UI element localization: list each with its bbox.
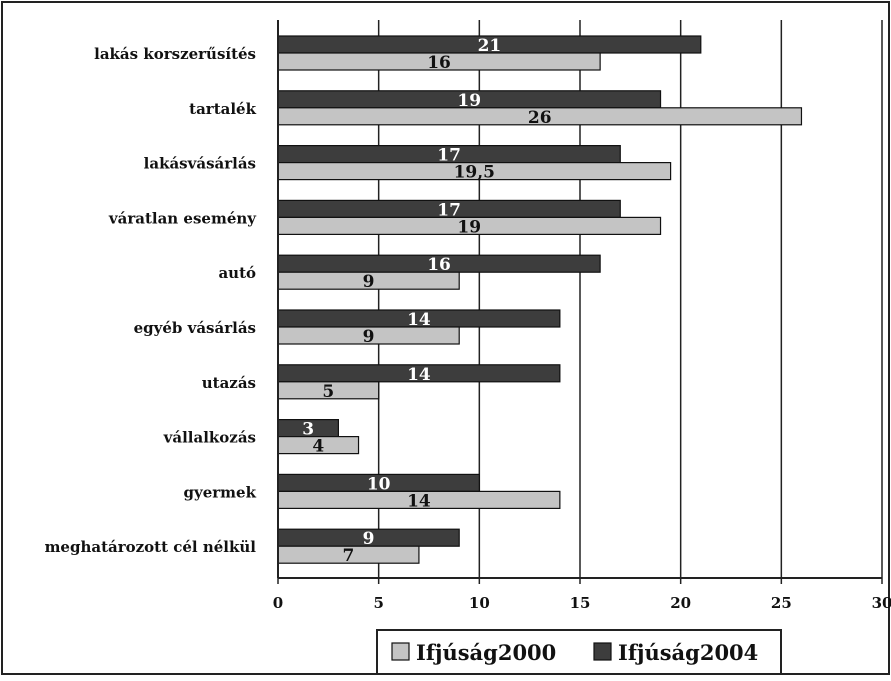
legend-box (376, 629, 782, 675)
data-label-ifjusag2004-varatlan-esemeny: 17 (437, 200, 461, 220)
data-label-ifjusag2000-lakasvasarlas: 19,5 (454, 163, 495, 183)
category-label-vallalkozas: vállalkozás (163, 429, 256, 447)
data-label-ifjusag2004-meghatarozott-cel-nelkul: 9 (363, 529, 375, 549)
legend-swatch-ifjusag2004 (593, 642, 612, 661)
x-tick-label-5: 5 (373, 594, 383, 612)
x-tick-label-30: 30 (872, 594, 891, 612)
legend: Ifjúság2000 Ifjúság2004 (376, 629, 782, 675)
data-label-ifjusag2004-egyeb-vasarlas: 14 (407, 310, 431, 330)
category-label-utazas: utazás (202, 374, 256, 392)
data-label-ifjusag2004-lakas-korszerusites: 21 (478, 36, 502, 56)
legend-label-ifjusag2004: Ifjúság2004 (618, 640, 758, 665)
data-label-ifjusag2004-utazas: 14 (407, 365, 431, 385)
data-label-ifjusag2000-gyermek: 14 (407, 491, 431, 511)
data-label-ifjusag2004-tartalek: 19 (457, 91, 481, 111)
legend-swatch-ifjusag2000 (391, 642, 410, 661)
category-labels: lakás korszerűsítés tartalék lakásvásárlás… (45, 45, 258, 556)
x-axis: 0 5 10 15 20 25 30 (273, 20, 891, 612)
data-label-ifjusag2000-lakas-korszerusites: 16 (427, 53, 451, 73)
x-tick-label-15: 15 (570, 594, 591, 612)
legend-label-ifjusag2000: Ifjúság2000 (416, 640, 556, 665)
category-label-varatlan-esemeny: váratlan esemény (108, 209, 257, 227)
category-label-tartalek: tartalék (189, 100, 256, 118)
data-label-ifjusag2004-lakasvasarlas: 17 (437, 146, 461, 166)
data-label-ifjusag2000-utazas: 5 (322, 382, 334, 402)
data-label-ifjusag2000-varatlan-esemeny: 19 (457, 217, 481, 237)
category-label-egyeb-vasarlas: egyéb vásárlás (134, 319, 256, 337)
x-tick-label-0: 0 (273, 594, 283, 612)
data-label-ifjusag2004-auto: 16 (427, 255, 451, 275)
data-label-ifjusag2004-vallalkozas: 3 (302, 420, 314, 440)
data-label-ifjusag2000-auto: 9 (363, 272, 375, 292)
x-tick-label-20: 20 (670, 594, 691, 612)
category-label-auto: autó (218, 264, 256, 282)
data-label-ifjusag2000-tartalek: 26 (528, 108, 552, 128)
data-label-ifjusag2000-meghatarozott-cel-nelkul: 7 (343, 546, 355, 566)
data-label-ifjusag2004-gyermek: 10 (367, 474, 391, 494)
data-label-ifjusag2000-egyeb-vasarlas: 9 (363, 327, 375, 347)
x-tick-label-25: 25 (771, 594, 792, 612)
category-label-lakasvasarlas: lakásvásárlás (144, 155, 256, 173)
category-label-meghatarozott-cel-nelkul: meghatározott cél nélkül (45, 538, 257, 556)
x-tick-label-10: 10 (469, 594, 490, 612)
category-label-lakas-korszerusites: lakás korszerűsítés (94, 45, 256, 63)
category-label-gyermek: gyermek (184, 483, 257, 501)
bars (277, 35, 803, 564)
data-label-ifjusag2000-vallalkozas: 4 (312, 437, 324, 457)
